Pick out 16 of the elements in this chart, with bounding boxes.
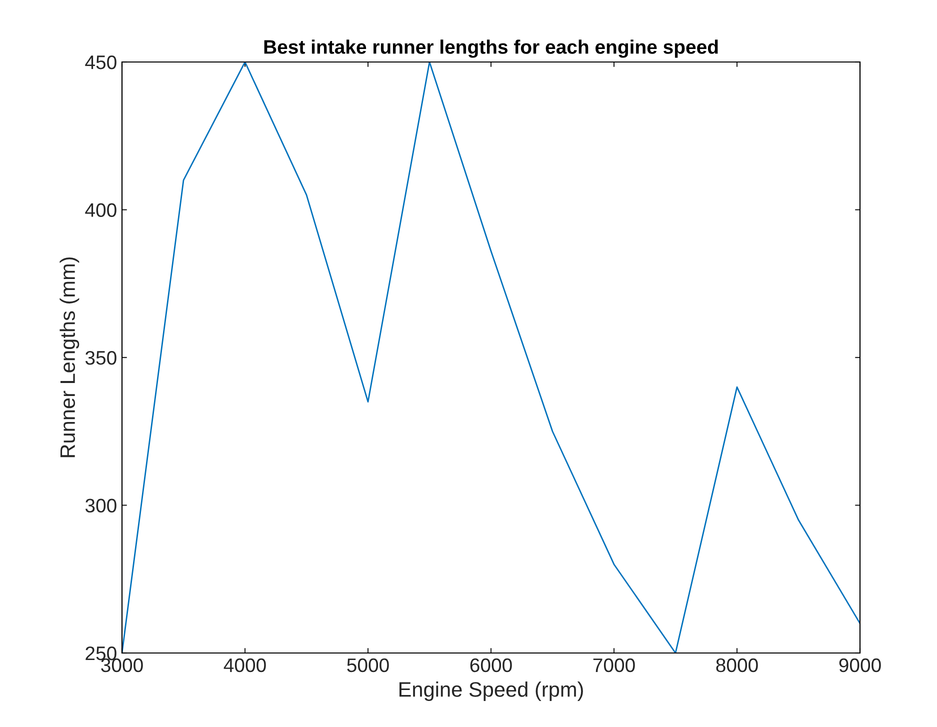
x-tick-label: 3000: [101, 658, 143, 672]
y-tick-label: 450: [85, 55, 116, 70]
x-tick-label: 7000: [593, 658, 635, 672]
x-tick-label: 4000: [224, 658, 266, 672]
y-tick-label: 300: [85, 498, 116, 512]
line-series: [122, 62, 860, 653]
y-axis-title: Runner Lengths (mm): [60, 257, 80, 458]
x-tick-label: 9000: [839, 658, 881, 672]
x-tick-label: 8000: [716, 658, 758, 672]
x-tick-label: 6000: [470, 658, 512, 672]
y-tick-label: 400: [85, 203, 116, 217]
chart-title: Best intake runner lengths for each engine speed: [264, 40, 718, 58]
x-axis-title: Engine Speed (rpm): [399, 682, 583, 701]
y-tick-label: 350: [85, 350, 116, 365]
y-tick-label: 250: [86, 646, 116, 660]
x-tick-label: 5000: [347, 658, 389, 672]
